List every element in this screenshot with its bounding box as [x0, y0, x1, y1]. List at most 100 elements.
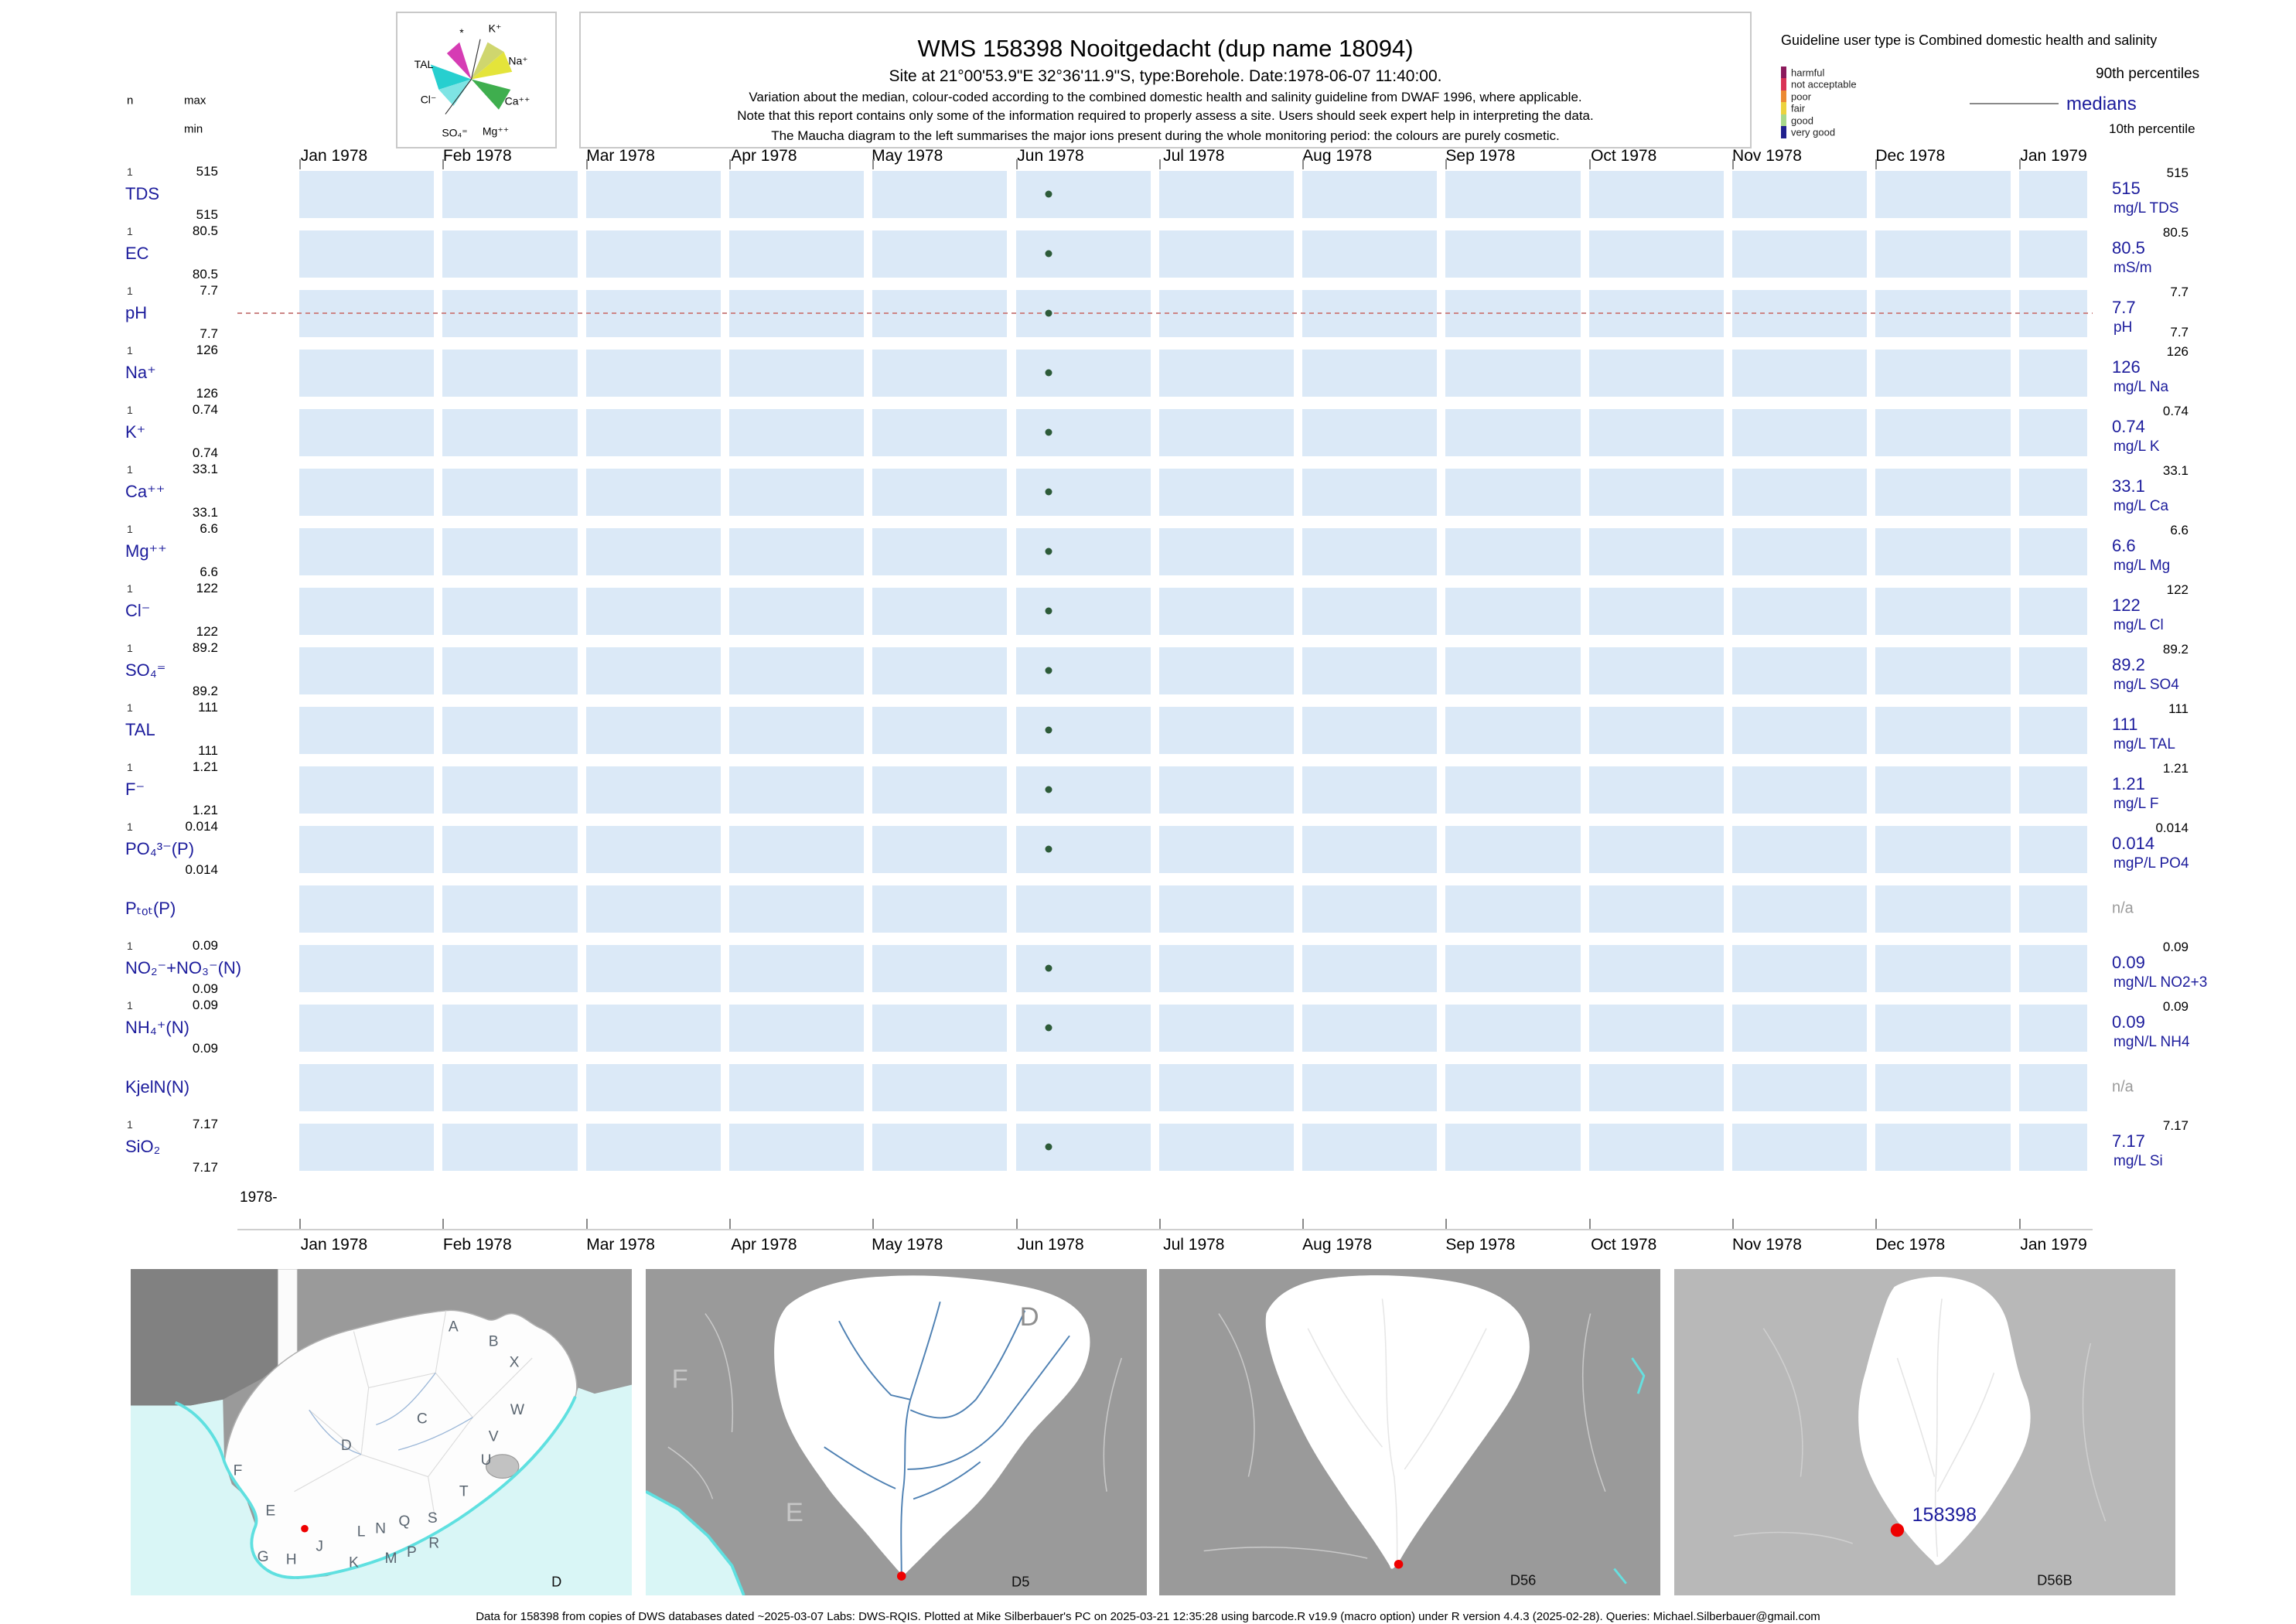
- maucha-ion-label: *: [459, 26, 464, 39]
- month-band: [1732, 885, 1868, 933]
- param-max: 80.5: [192, 223, 218, 238]
- month-label: Jan 1979: [2020, 1236, 2087, 1254]
- month-band: [1588, 647, 1724, 694]
- param-min: 122: [196, 624, 218, 639]
- na-value: n/a: [2112, 1078, 2134, 1096]
- month-band: [2018, 944, 2087, 992]
- month-band: [1445, 647, 1581, 694]
- map-region-d56: 158398 D56B: [1674, 1269, 2175, 1595]
- month-band: [872, 1123, 1008, 1171]
- maucha-ion-label: SO₄⁼: [442, 126, 468, 139]
- param-count: 1: [127, 523, 133, 535]
- p90-value: 122: [2166, 582, 2189, 597]
- month-label: Jun 1978: [1017, 147, 1084, 165]
- parameter-band-row: [0, 825, 2296, 873]
- month-band: [728, 706, 865, 754]
- month-band: [2018, 170, 2087, 218]
- median-value: 1.21: [2112, 774, 2145, 793]
- month-band: [1302, 527, 1438, 575]
- month-band: [585, 230, 721, 278]
- catchment-outline: [1265, 1275, 1530, 1569]
- median-value: 7.7: [2112, 298, 2136, 317]
- param-min: 0.014: [185, 862, 218, 877]
- month-band: [1445, 885, 1581, 933]
- catchment-outline: [1858, 1277, 2031, 1565]
- month-band: [2018, 230, 2087, 278]
- month-band: [442, 527, 578, 575]
- param-name: TAL: [125, 720, 155, 739]
- param-name: NH₄⁺(N): [125, 1018, 189, 1037]
- month-band: [1732, 766, 1868, 814]
- month-band: [1732, 825, 1868, 873]
- param-name: Mg⁺⁺: [125, 541, 167, 561]
- region-letter-G: G: [258, 1549, 269, 1565]
- month-label: Apr 1978: [731, 1236, 797, 1254]
- month-band: [1158, 1004, 1295, 1052]
- month-band: [1158, 468, 1295, 516]
- month-band: [299, 706, 435, 754]
- parameter-band-row: [0, 647, 2296, 694]
- month-label: Aug 1978: [1302, 147, 1373, 165]
- ocean: [131, 1384, 632, 1595]
- month-band: [1875, 1004, 2011, 1052]
- month-band: [872, 647, 1008, 694]
- month-band: [1158, 587, 1295, 635]
- month-band: [872, 1063, 1008, 1111]
- sample-dot: [1045, 667, 1052, 674]
- month-band: [1015, 587, 1151, 635]
- unit-label: mS/m: [2113, 260, 2152, 276]
- background-rivers: [667, 1313, 1123, 1499]
- maucha-wedge: [471, 79, 511, 110]
- month-tick: [1875, 1219, 1878, 1229]
- rivers: [309, 1372, 473, 1455]
- month-band: [299, 766, 435, 814]
- month-band: [299, 944, 435, 992]
- month-band: [1445, 349, 1581, 397]
- month-tick: [1732, 159, 1734, 169]
- month-tick: [1158, 1219, 1161, 1229]
- background-rivers: [1733, 1328, 2107, 1544]
- month-label: Mar 1978: [586, 147, 655, 165]
- month-band: [1445, 944, 1581, 992]
- unit-label: pH: [2113, 319, 2133, 336]
- month-label: Apr 1978: [731, 147, 797, 165]
- sample-dot: [1045, 488, 1052, 496]
- median-value: 126: [2112, 357, 2141, 377]
- site-marker: [1890, 1523, 1905, 1537]
- month-label: Oct 1978: [1591, 147, 1657, 165]
- month-band: [872, 1004, 1008, 1052]
- param-max: 7.7: [200, 283, 218, 298]
- median-value: 0.74: [2112, 417, 2145, 436]
- month-band: [1302, 170, 1438, 218]
- param-min: 1.21: [192, 803, 218, 817]
- month-label: May 1978: [872, 1236, 943, 1254]
- month-tick: [1875, 159, 1878, 169]
- month-band: [872, 170, 1008, 218]
- param-min: 6.6: [200, 565, 218, 579]
- month-band: [1732, 349, 1868, 397]
- month-band: [1875, 349, 2011, 397]
- parameter-band-row: [0, 289, 2296, 337]
- month-band: [1875, 647, 2011, 694]
- count-header: n: [127, 94, 134, 107]
- month-band: [872, 885, 1008, 933]
- region-letter-A: A: [449, 1319, 459, 1336]
- param-count: 1: [127, 225, 133, 237]
- month-band: [728, 1004, 865, 1052]
- month-band: [1015, 1004, 1151, 1052]
- parameter-band-row: [0, 587, 2296, 635]
- param-min: 0.09: [192, 981, 218, 996]
- p90-value: 1.21: [2162, 761, 2189, 776]
- month-band: [442, 349, 578, 397]
- month-band: [1158, 944, 1295, 992]
- median-value: 122: [2112, 595, 2141, 615]
- month-band: [2018, 587, 2087, 635]
- month-band: [728, 230, 865, 278]
- param-count: 1: [127, 701, 133, 714]
- param-count: 1: [127, 821, 133, 833]
- note-line: Note that this report contains only some…: [737, 108, 1594, 123]
- month-band: [299, 170, 435, 218]
- parameter-band-row: [0, 408, 2296, 456]
